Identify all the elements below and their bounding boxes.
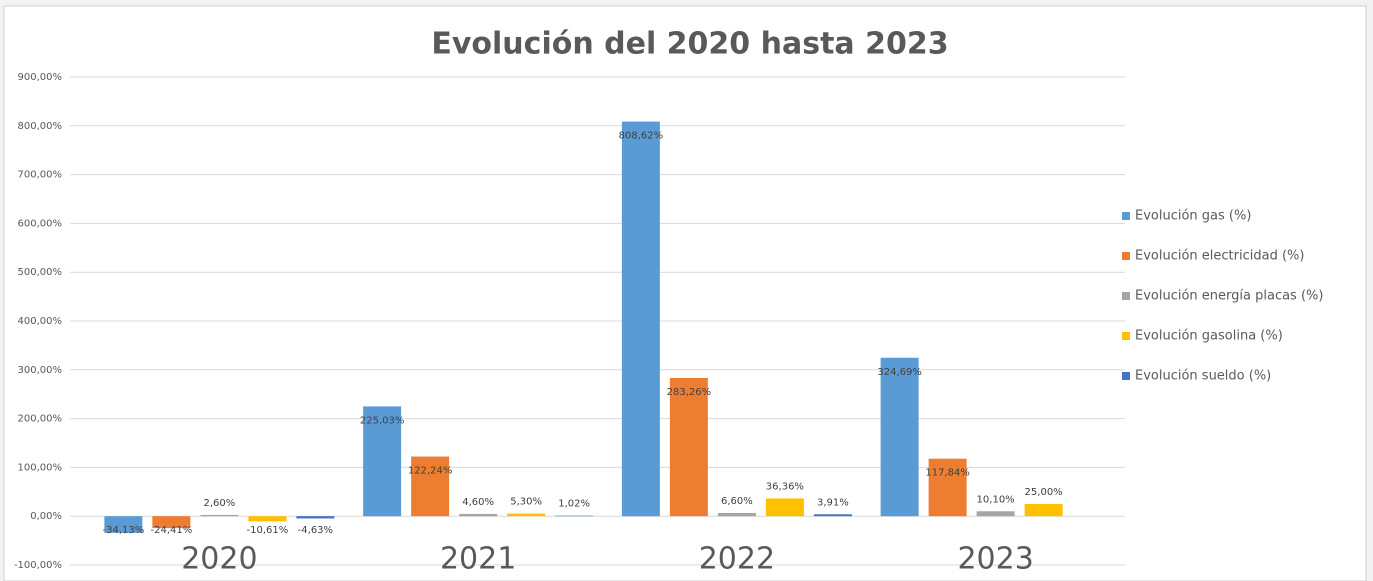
data-label: 324,69% <box>877 367 922 378</box>
bar <box>813 514 852 517</box>
bar <box>555 515 594 517</box>
data-label: -34,13% <box>103 525 145 536</box>
bar <box>621 121 660 517</box>
y-tick-label: 200,00% <box>18 414 63 425</box>
bar <box>669 377 708 517</box>
y-tick-label: 300,00% <box>18 365 63 376</box>
data-label: 225,03% <box>360 415 405 426</box>
bar <box>928 458 967 517</box>
bar <box>104 516 143 533</box>
bar <box>248 516 287 522</box>
data-label: 6,60% <box>721 496 753 507</box>
data-label: 122,24% <box>408 466 453 477</box>
data-label: 5,30% <box>510 497 542 508</box>
legend-swatch <box>1122 252 1130 260</box>
legend-swatch <box>1122 332 1130 340</box>
legend-label: Evolución gas (%) <box>1135 209 1251 224</box>
data-label: -4,63% <box>298 525 333 536</box>
bar <box>976 511 1015 517</box>
y-tick-label: 400,00% <box>18 316 63 327</box>
legend-label: Evolución gasolina (%) <box>1135 329 1283 344</box>
bar <box>1024 504 1063 517</box>
data-label: 4,60% <box>462 497 494 508</box>
bar <box>200 514 239 517</box>
bar <box>717 512 756 517</box>
legend-label: Evolución energía placas (%) <box>1135 289 1323 304</box>
bar <box>459 513 498 517</box>
x-tick-label: 2021 <box>440 542 516 577</box>
y-tick-label: -100,00% <box>14 560 62 571</box>
legend-label: Evolución electricidad (%) <box>1135 249 1304 264</box>
bar <box>152 516 191 529</box>
y-tick-label: 500,00% <box>18 267 63 278</box>
legend-swatch <box>1122 292 1130 300</box>
bar <box>363 406 402 517</box>
data-label: -24,41% <box>151 525 193 536</box>
y-tick-label: 100,00% <box>18 462 63 473</box>
data-label: 808,62% <box>619 131 664 142</box>
x-tick-label: 2020 <box>181 542 257 577</box>
legend-swatch <box>1122 212 1130 220</box>
data-label: -10,61% <box>247 525 289 536</box>
bar <box>507 513 546 517</box>
bar <box>411 456 450 517</box>
y-tick-label: 0,00% <box>30 511 62 522</box>
x-tick-label: 2023 <box>957 542 1033 577</box>
y-tick-label: 800,00% <box>18 121 63 132</box>
bar <box>765 498 804 517</box>
y-tick-label: 900,00% <box>18 72 63 83</box>
bar <box>880 357 919 517</box>
data-label: 2,60% <box>203 498 235 509</box>
data-label: 1,02% <box>558 499 590 510</box>
y-tick-label: 600,00% <box>18 218 63 229</box>
y-tick-label: 700,00% <box>18 170 63 181</box>
data-label: 25,00% <box>1025 487 1063 498</box>
chart-title: Evolución del 2020 hasta 2023 <box>431 27 948 62</box>
bar <box>296 516 335 519</box>
data-label: 3,91% <box>817 497 849 508</box>
data-label: 36,36% <box>766 481 804 492</box>
data-label: 117,84% <box>925 468 970 479</box>
x-tick-label: 2022 <box>699 542 775 577</box>
data-label: 283,26% <box>667 387 712 398</box>
data-label: 10,10% <box>977 494 1015 505</box>
legend-label: Evolución sueldo (%) <box>1135 369 1271 384</box>
legend-swatch <box>1122 372 1130 380</box>
